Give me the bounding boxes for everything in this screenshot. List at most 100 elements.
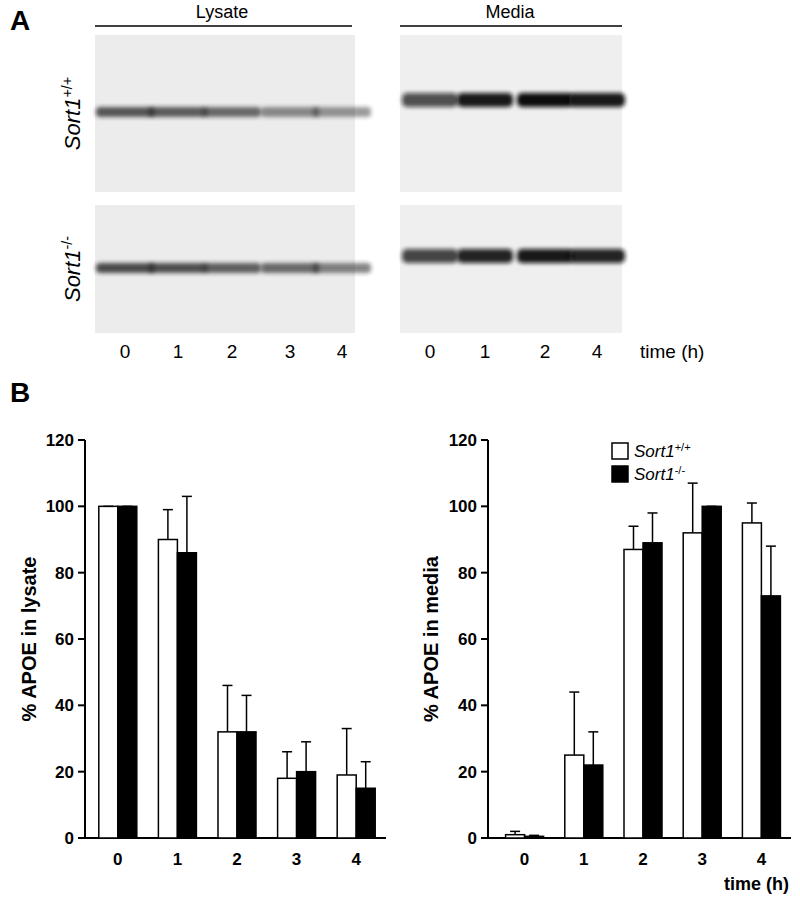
y-tick-label: 80 [458, 564, 477, 583]
y-tick-label: 120 [46, 431, 74, 450]
error-stem [167, 510, 169, 540]
x-tick-label: 2 [232, 850, 241, 869]
error-stem [652, 513, 654, 543]
x-tick-label: 1 [579, 850, 588, 869]
legend-entry: Sort1-/- [634, 464, 685, 484]
gel-band [457, 93, 513, 107]
lane-label: 0 [425, 341, 436, 362]
error-cap [301, 741, 311, 743]
gene-name: Sort1 [634, 442, 675, 461]
y-tick-label: 60 [55, 630, 74, 649]
gel-band [569, 249, 625, 263]
x-tick-label: 2 [638, 850, 647, 869]
error-cap [707, 506, 717, 508]
y-tick-label: 100 [449, 497, 477, 516]
legend-swatch [612, 443, 628, 459]
y-tick [481, 439, 488, 441]
error-bar [122, 506, 132, 507]
bar [297, 772, 316, 838]
gel-band [96, 263, 154, 273]
error-bar [688, 483, 698, 533]
genotype: +/+ [675, 441, 691, 453]
error-cap [648, 512, 658, 514]
y-tick [481, 837, 488, 839]
bar [278, 778, 297, 838]
chart: 020406080100120% APOE in media01234time … [420, 431, 791, 894]
gene-name: Sort1 [634, 465, 675, 484]
error-cap [122, 506, 132, 508]
y-tick-label: 0 [65, 829, 74, 848]
error-cap [529, 835, 539, 837]
y-tick [78, 837, 85, 839]
figure: ALysateMediaSort1+/+Sort1-/-012340124tim… [0, 0, 800, 916]
error-cap [747, 502, 757, 504]
error-bar [648, 513, 658, 543]
genotype: -/- [59, 236, 75, 250]
y-axis-label: % APOE in media [420, 555, 442, 722]
x-tick-label: 3 [292, 850, 301, 869]
gene-name: Sort1 [60, 249, 85, 302]
error-bar [103, 506, 113, 507]
row-label: Sort1-/- [59, 236, 85, 302]
header-rule [95, 25, 352, 27]
error-bar [223, 685, 233, 731]
y-tick [78, 704, 85, 706]
y-tick [481, 572, 488, 574]
y-tick [78, 771, 85, 773]
axis-label: time (h) [640, 341, 704, 362]
bar [337, 775, 356, 838]
bar [158, 540, 177, 839]
y-tick [78, 439, 85, 441]
chart: 020406080100120% APOE in lysate01234 [18, 431, 386, 869]
gel-band [402, 249, 458, 263]
error-stem [186, 496, 188, 552]
y-tick-label: 40 [55, 696, 74, 715]
error-stem [227, 685, 229, 731]
x-tick-label: 0 [113, 850, 122, 869]
gel-band [261, 263, 319, 273]
y-tick [78, 572, 85, 574]
y-tick [481, 638, 488, 640]
error-bar [707, 506, 717, 507]
x-tick-label: 1 [173, 850, 182, 869]
y-tick-label: 0 [468, 829, 477, 848]
gel-band [203, 263, 261, 273]
y-tick-label: 40 [458, 696, 477, 715]
lane-label: 2 [227, 341, 238, 362]
gel-background [400, 205, 622, 333]
error-cap [282, 751, 292, 753]
error-stem [751, 503, 753, 523]
gel-band [569, 93, 625, 107]
error-cap [629, 525, 639, 527]
error-cap [688, 482, 698, 484]
bar [702, 506, 721, 838]
gel-background [400, 35, 622, 192]
error-stem [286, 752, 288, 779]
error-stem [770, 546, 772, 596]
legend: Sort1+/+ Sort1-/- [612, 441, 691, 484]
lane-label: 1 [173, 341, 184, 362]
bar [356, 788, 375, 838]
error-stem [305, 742, 307, 772]
lane-label: 3 [285, 341, 296, 362]
error-cap [361, 761, 371, 763]
error-bar [282, 752, 292, 779]
y-tick [481, 505, 488, 507]
error-bar [747, 503, 757, 523]
error-bar [163, 510, 173, 540]
panel-label: A [10, 5, 30, 36]
x-tick-label: 4 [351, 850, 361, 869]
lane-label: 4 [592, 341, 603, 362]
legend-swatch [612, 466, 628, 482]
lane-label: 2 [540, 341, 551, 362]
y-axis-label: % APOE in lysate [18, 557, 40, 722]
error-bar [529, 835, 539, 837]
error-stem [593, 732, 595, 765]
bar [683, 533, 702, 838]
bar [525, 836, 544, 838]
error-bar [242, 695, 252, 731]
error-cap [766, 545, 776, 547]
error-cap [103, 506, 113, 508]
gel-band [203, 107, 261, 117]
error-bar [766, 546, 776, 596]
